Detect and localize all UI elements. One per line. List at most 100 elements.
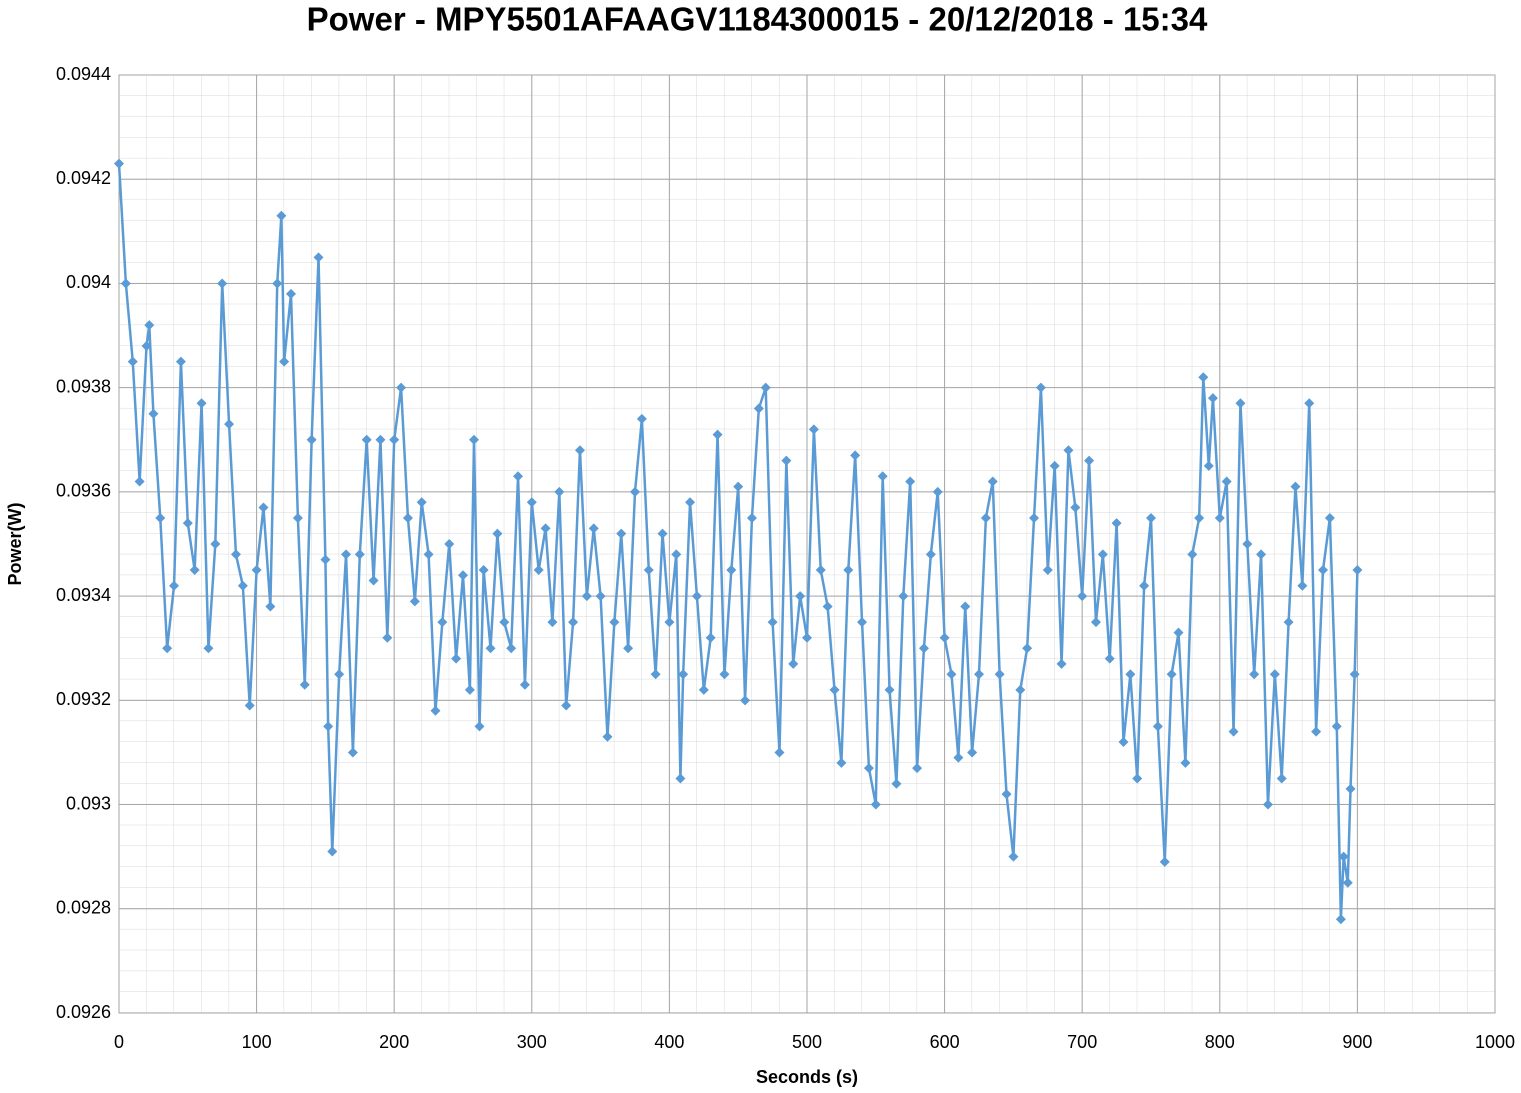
data-point — [1269, 669, 1280, 680]
data-point — [788, 658, 799, 669]
data-point — [499, 617, 510, 628]
data-point — [1056, 658, 1067, 669]
data-point — [334, 669, 345, 680]
data-point — [1001, 789, 1012, 800]
data-point — [857, 617, 868, 628]
data-point — [224, 419, 235, 430]
data-point — [323, 721, 334, 732]
y-tick-label: 0.094 — [66, 272, 111, 292]
x-tick-label: 0 — [114, 1032, 124, 1052]
data-point — [237, 580, 248, 591]
data-point — [705, 632, 716, 643]
data-point — [1203, 460, 1214, 471]
data-point — [1139, 580, 1150, 591]
data-point — [1262, 799, 1273, 810]
data-point — [292, 512, 303, 523]
data-point — [650, 669, 661, 680]
data-point — [636, 413, 647, 424]
data-point — [863, 763, 874, 774]
data-point — [1304, 398, 1315, 409]
x-tick-label: 900 — [1342, 1032, 1372, 1052]
data-point — [1008, 851, 1019, 862]
data-point — [402, 512, 413, 523]
data-point — [1276, 773, 1287, 784]
data-point — [925, 549, 936, 560]
data-point — [932, 486, 943, 497]
data-point — [444, 539, 455, 549]
x-axis-title: Seconds (s) — [756, 1067, 858, 1087]
data-point — [1335, 914, 1346, 925]
y-axis-title: Power(W) — [5, 502, 25, 585]
data-point — [877, 471, 888, 482]
data-point — [258, 502, 269, 513]
data-point — [1084, 455, 1095, 466]
data-point — [1118, 737, 1129, 748]
data-point — [458, 570, 468, 581]
y-tick-label: 0.0944 — [56, 64, 111, 84]
data-point — [1249, 669, 1260, 680]
data-point — [891, 778, 902, 789]
data-point — [746, 512, 757, 523]
data-point — [169, 580, 180, 591]
y-tick-label: 0.0938 — [56, 376, 111, 396]
data-point — [581, 591, 592, 602]
data-point — [568, 617, 579, 628]
data-point — [526, 497, 537, 508]
data-point — [946, 669, 957, 680]
data-point — [1125, 669, 1136, 680]
data-point — [299, 679, 310, 690]
x-tick-label: 1000 — [1475, 1032, 1515, 1052]
data-point — [320, 554, 331, 565]
data-point — [774, 747, 785, 758]
data-point — [602, 731, 613, 742]
data-point — [1228, 726, 1239, 737]
data-point — [409, 596, 420, 607]
data-point — [127, 356, 138, 367]
data-point — [1311, 726, 1322, 737]
data-point — [588, 523, 599, 534]
data-point — [1042, 565, 1053, 576]
data-point — [162, 643, 173, 654]
data-point — [664, 617, 675, 628]
data-point — [474, 721, 485, 732]
data-point — [389, 434, 400, 445]
data-point — [1097, 549, 1108, 560]
data-point — [953, 752, 964, 763]
data-point — [1070, 502, 1081, 513]
data-point — [698, 684, 709, 695]
data-point — [939, 632, 950, 643]
data-point — [210, 539, 221, 549]
data-point — [354, 549, 365, 560]
data-point — [1318, 565, 1328, 576]
data-point — [485, 643, 496, 654]
data-point — [1349, 669, 1360, 680]
data-point — [114, 158, 124, 169]
data-point — [1324, 512, 1335, 523]
data-point — [1159, 856, 1170, 867]
data-point — [1290, 481, 1301, 492]
data-point — [912, 763, 923, 774]
data-point — [712, 429, 723, 440]
x-tick-label: 400 — [654, 1032, 684, 1052]
data-point — [368, 575, 379, 586]
data-point — [1297, 580, 1308, 591]
data-point — [1180, 757, 1191, 768]
y-tick-label: 0.0928 — [56, 898, 111, 918]
data-point — [1132, 773, 1143, 784]
data-point — [437, 617, 448, 628]
data-point — [974, 669, 984, 680]
data-point — [675, 773, 686, 784]
x-tick-label: 600 — [930, 1032, 960, 1052]
data-point — [416, 497, 427, 508]
data-point — [341, 549, 352, 560]
data-point — [733, 481, 744, 492]
data-point — [155, 512, 166, 523]
data-point — [533, 565, 544, 576]
data-point — [795, 591, 806, 602]
data-point — [994, 669, 1005, 680]
data-point — [836, 757, 847, 768]
data-point — [1035, 382, 1046, 393]
data-point — [898, 591, 909, 602]
data-point — [561, 700, 572, 711]
